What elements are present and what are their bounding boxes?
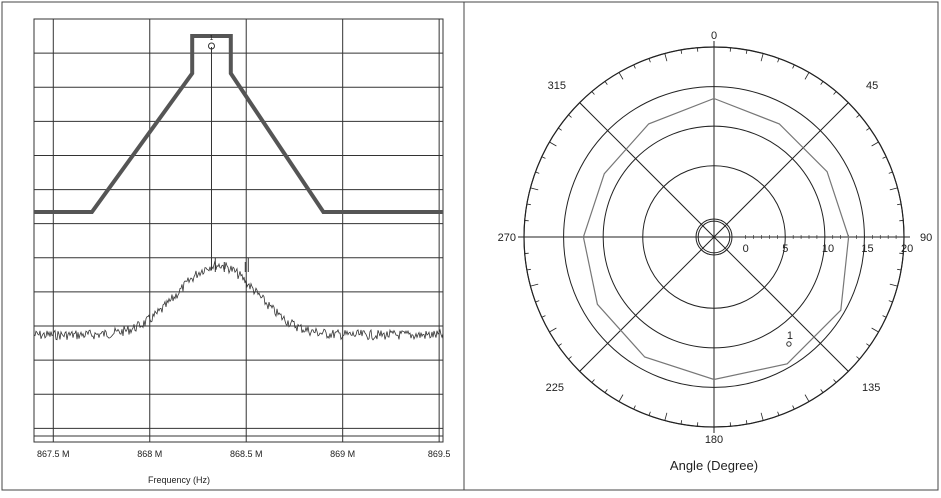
polar-angle-label: 225 (546, 382, 564, 394)
marker-label: 1 (209, 35, 213, 42)
polar-marker-label: 1 (787, 330, 793, 342)
polar-radius-label: 20 (901, 243, 913, 255)
spectrum-x-axis-label: Frequency (Hz) (148, 475, 210, 485)
polar-radius-label: 15 (861, 243, 873, 255)
polar-radius-label: 10 (822, 243, 834, 255)
spectrum-x-tick-label: 869 M (330, 449, 355, 459)
polar-angle-label: 90 (920, 232, 932, 244)
polar-radius-label: 0 (743, 243, 749, 255)
spectrum-x-tick-label: 867.5 M (37, 449, 70, 459)
spectrum-x-tick-label: 869.5 (428, 449, 451, 459)
spectrum-plot: 1 867.5 M 868 M 868.5 M 869 M 869.5 Frequenc… (34, 19, 450, 485)
polar-angle-label: 135 (862, 382, 880, 394)
polar-angle-label: 180 (705, 434, 723, 446)
polar-angle-label: 315 (548, 80, 566, 92)
polar-angle-label: 270 (498, 232, 516, 244)
spectrum-x-tick-label: 868 M (137, 449, 162, 459)
polar-radius-label: 5 (782, 243, 788, 255)
spectrum-x-tick-label: 868.5 M (230, 449, 263, 459)
polar-angle-label: 45 (866, 80, 878, 92)
polar-angle-label: 0 (711, 30, 717, 42)
polar-title: Angle (Degree) (670, 458, 758, 473)
